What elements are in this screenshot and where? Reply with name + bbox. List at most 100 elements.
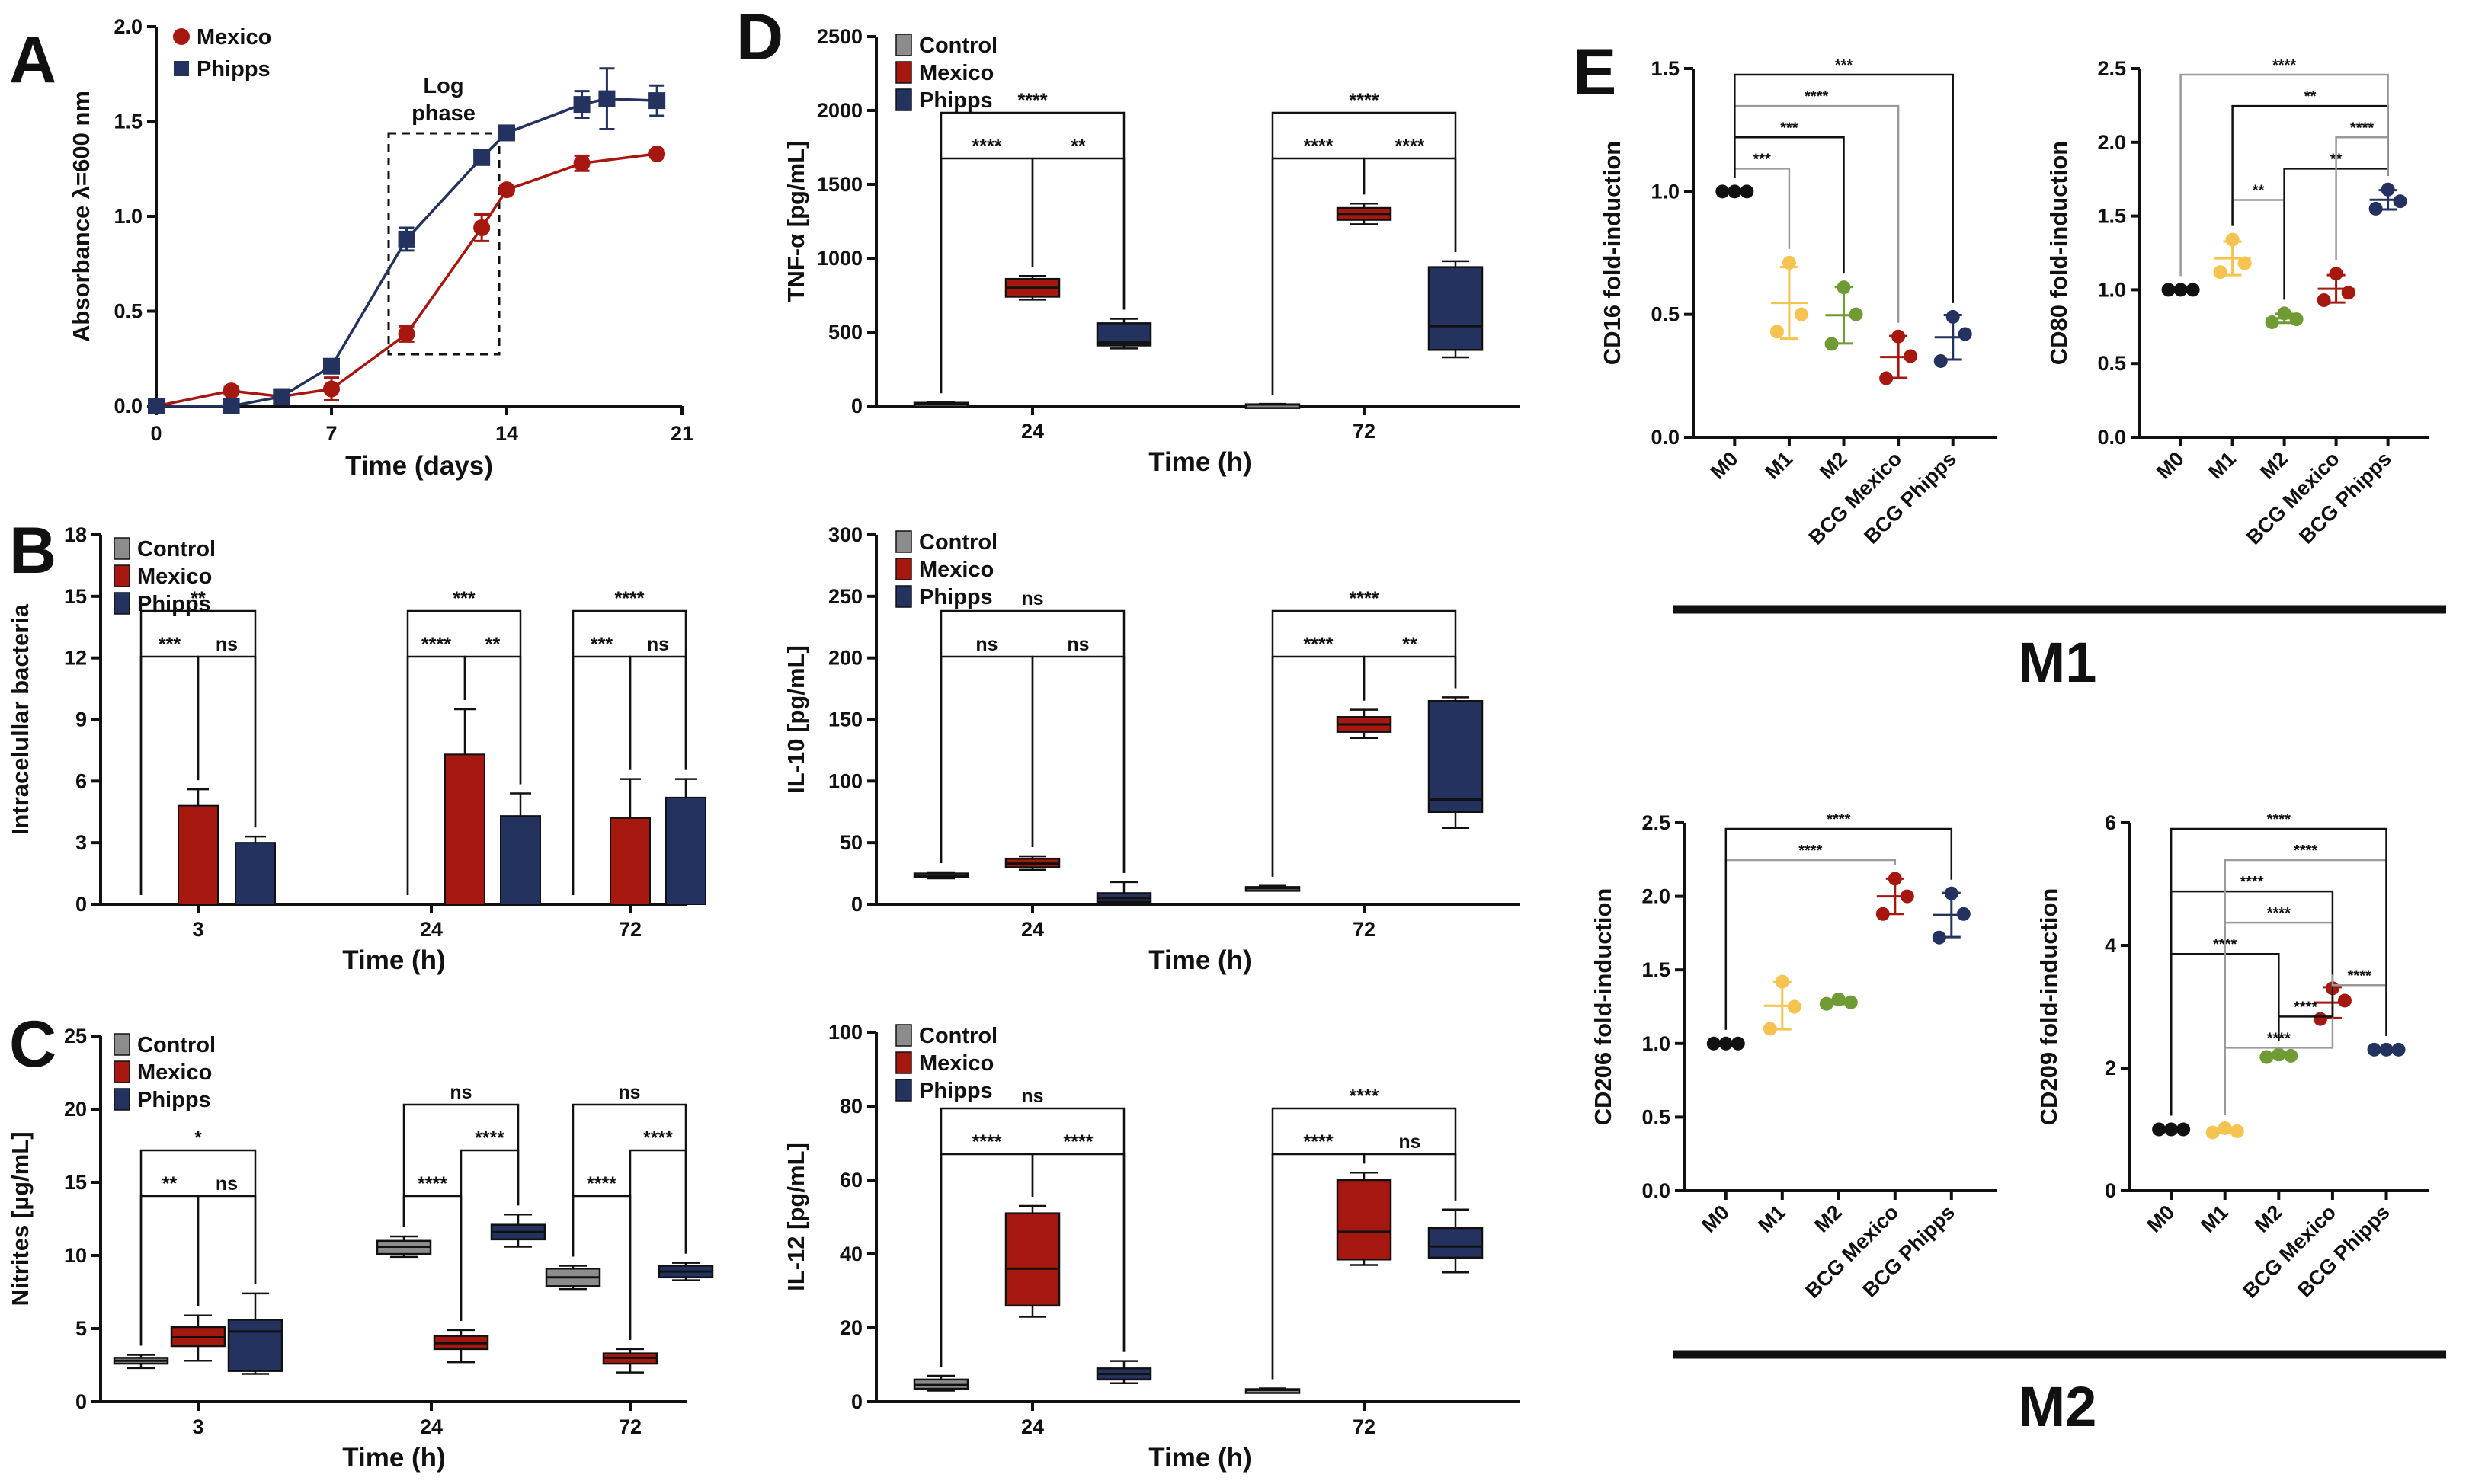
A-point-phipps	[648, 92, 666, 110]
B-y-tick-label: 6	[75, 769, 87, 792]
D1-significance-label: **	[1071, 136, 1086, 157]
C-significance-bracket	[629, 1149, 687, 1340]
E1-y-tick-label: 1.5	[1651, 57, 1680, 80]
C-y-tick-label: 0	[75, 1390, 87, 1413]
E2-y-tick-label: 1.0	[2097, 278, 2126, 301]
A-point-mexico	[398, 325, 415, 343]
A-point-phipps	[498, 124, 515, 142]
E2-significance-label: ****	[2350, 120, 2374, 136]
D3-x-axis-label: Time (h)	[1148, 1443, 1251, 1473]
chart-d-il-10: 0 50 100 150 200 250 300 IL-10 [pg/mL] 24 72 Time …	[783, 523, 1520, 975]
A-point-mexico	[498, 181, 515, 199]
B-significance-label: ***	[591, 634, 613, 655]
A-y-axis-label: Absorbance λ=600 nm	[68, 91, 94, 342]
C-x-axis-label: Time (h)	[342, 1443, 445, 1473]
C-significance-bracket	[572, 1103, 687, 1257]
A-y-tick-label: 2.0	[114, 15, 143, 38]
E1-point	[1769, 325, 1784, 339]
E1-point	[1782, 255, 1796, 270]
C-significance-label: **	[162, 1173, 178, 1195]
E3-point	[1831, 992, 1846, 1006]
E1-significance-bracket	[1734, 104, 1900, 323]
A-x-axis-label: Time (days)	[345, 451, 493, 481]
legend-a-mexico-label: Mexico	[197, 25, 271, 50]
legend-b-swatch-mexico	[114, 564, 130, 587]
E2-significance-bracket	[2335, 136, 2389, 261]
E3-y-tick-label: 2.5	[1641, 811, 1670, 834]
D1-box-phipps	[1427, 266, 1484, 351]
C-significance-label: ****	[475, 1127, 504, 1149]
C-significance-label: ****	[418, 1173, 447, 1195]
E2-point	[2329, 267, 2343, 281]
E4-point	[2218, 1121, 2232, 1135]
E3-significance-label: ****	[1798, 843, 1822, 859]
B-significance-label: ***	[159, 634, 181, 655]
E2-point	[2317, 293, 2331, 307]
C-x-tick-label: 72	[619, 1415, 642, 1438]
B-bar-phipps	[665, 796, 706, 906]
A-y-tick-label: 0.5	[114, 300, 143, 323]
E3-significance-bracket	[1724, 859, 1897, 1030]
E3-point	[1819, 996, 1833, 1011]
D2-significance-label: ns	[975, 634, 998, 655]
A-point-mexico	[573, 155, 591, 172]
D2-y-tick-label: 0	[851, 893, 863, 916]
B-y-tick-label: 12	[64, 647, 87, 670]
chart-c-nitrites: 0 5 10 15 20 25 Nitrites [μg/mL] 3 24 72 Time (h) *…	[7, 1025, 714, 1473]
E2-y-tick-label: 0.0	[2097, 426, 2126, 449]
legend-c-label-mexico: Mexico	[137, 1060, 212, 1085]
C-x-tick-label: 24	[420, 1415, 443, 1438]
E1-significance-label: ****	[1805, 88, 1828, 105]
E4-y-tick-label: 4	[2105, 934, 2116, 957]
B-x-tick-label: 24	[420, 918, 443, 941]
E1-point	[1879, 371, 1894, 385]
E3-point	[1731, 1036, 1745, 1051]
D3-y-tick-label: 80	[840, 1095, 863, 1118]
legend-d2-swatch-control	[895, 530, 912, 553]
A-x-tick-label: 7	[325, 422, 337, 445]
D2-significance-bracket	[1031, 655, 1126, 873]
legend-d3-label-control: Control	[919, 1024, 998, 1048]
E2-x-tick-label: BCG Phipps	[2294, 447, 2396, 549]
legend-d2-label-control: Control	[919, 530, 998, 555]
D2-y-tick-label: 300	[828, 523, 863, 546]
E4-x-tick-label: M0	[2143, 1201, 2179, 1237]
A-point-mexico	[648, 145, 666, 162]
B-significance-label: **	[191, 588, 206, 609]
E2-significance-bracket	[2231, 199, 2285, 300]
legend-b-label-phipps: Phipps	[137, 592, 211, 616]
B-significance-label: ***	[453, 588, 475, 609]
legend-d1-swatch-mexico	[895, 61, 912, 84]
legend-d2-swatch-mexico	[895, 558, 912, 580]
C-y-tick-label: 20	[64, 1098, 87, 1121]
panel-letter-d: D	[736, 1, 783, 74]
E4-significance-bracket	[2170, 827, 2387, 1116]
D3-box-phipps	[1427, 1227, 1484, 1259]
B-x-axis-label: Time (h)	[342, 945, 445, 975]
B-x-tick-label: 72	[619, 918, 642, 941]
log-phase-label-line1: Log	[423, 74, 463, 98]
D3-y-tick-label: 20	[840, 1316, 863, 1339]
A-series-line-phipps	[156, 97, 658, 408]
E3-point	[1775, 974, 1789, 989]
D1-significance-label: ****	[972, 136, 1002, 157]
C-significance-label: ns	[618, 1082, 640, 1103]
legend-a-mexico-marker	[173, 28, 190, 45]
C-y-tick-label: 5	[75, 1317, 87, 1340]
E3-significance-label: ****	[1827, 811, 1850, 828]
B-bar-mexico	[178, 804, 219, 905]
E3-point	[1956, 907, 1971, 921]
legend-d3-label-phipps: Phipps	[919, 1079, 993, 1103]
D1-y-tick-label: 500	[828, 321, 863, 344]
chart-b-intracellular-bacteria: 0 3 6 9 12 15 18 Intracelullar bacteria 3 24 72 Tim…	[7, 523, 706, 975]
D3-y-tick-label: 0	[851, 1390, 863, 1413]
E4-point	[2230, 1124, 2244, 1138]
legend-c-swatch-mexico	[114, 1060, 130, 1083]
A-point-phipps	[223, 398, 240, 414]
C-significance-label: ****	[643, 1127, 673, 1149]
legend-b-swatch-phipps	[114, 592, 130, 615]
legend-a: Mexico Phipps	[173, 25, 271, 82]
E3-y-tick-label: 1.5	[1641, 958, 1670, 981]
E2-significance-bracket	[2179, 73, 2389, 277]
E4-significance-label: ****	[2294, 843, 2317, 859]
